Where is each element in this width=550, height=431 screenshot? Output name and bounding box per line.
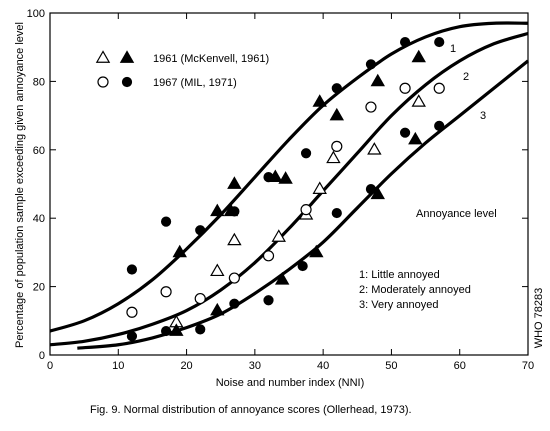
filled-triangle-point: [274, 272, 290, 285]
curve-label-2: 2: [463, 71, 469, 83]
curve-2: [49, 31, 529, 347]
open-circle-point: [365, 101, 377, 113]
filled-circle-point: [297, 260, 308, 272]
open-circle-point: [160, 286, 172, 298]
open-circle-point: [331, 140, 343, 152]
filled-triangle-point: [210, 302, 225, 316]
legend-filled-triangle: [119, 50, 135, 63]
y-axis-label: Percentage of population sample exceedin…: [14, 22, 26, 348]
open-circle-point: [126, 306, 138, 318]
annoyance-level-1: 1: Little annoyed: [359, 269, 440, 281]
annotations: Annoyance level 1: Little annoyed 2: Moder…: [359, 208, 497, 311]
x-axis-label: Noise and number index (NNI): [216, 377, 365, 389]
filled-circle-point: [263, 295, 274, 306]
y-tick-label: 40: [33, 213, 45, 225]
figure-caption: Fig. 9. Normal distribution of annoyance…: [90, 404, 412, 416]
open-triangle-point: [271, 229, 286, 242]
open-circle-point: [399, 82, 411, 94]
y-tick-label: 0: [39, 350, 45, 362]
filled-circle-point: [160, 325, 172, 337]
filled-circle-point: [399, 36, 411, 48]
legend: 1961 (McKenvell, 1961) 1967 (MIL, 1971): [95, 50, 269, 89]
x-tick-label: 70: [522, 360, 534, 372]
filled-circle-point: [434, 36, 445, 48]
open-triangle-point: [227, 232, 242, 246]
filled-triangle-point: [169, 323, 184, 336]
filled-circle-point: [263, 172, 274, 183]
filled-circle-point: [331, 83, 342, 94]
y-tick-label: 60: [33, 145, 45, 157]
open-circle-point: [228, 272, 240, 284]
legend-filled-circle: [121, 76, 133, 88]
x-tick-label: 30: [249, 360, 261, 372]
filled-circle-point: [195, 225, 206, 236]
annoyance-level-3: 3: Very annoyed: [359, 299, 439, 311]
filled-circle-point: [195, 324, 206, 335]
filled-circle-point: [160, 216, 172, 227]
filled-triangle-point: [172, 244, 187, 258]
plot-frame: [49, 12, 529, 356]
filled-circle-point: [229, 298, 240, 309]
filled-triangle-point: [227, 176, 242, 189]
filled-triangle-point: [309, 244, 324, 258]
side-label: WHO 78283: [533, 288, 545, 349]
filled-triangle-point: [278, 171, 293, 184]
filled-triangle-point: [370, 186, 385, 200]
filled-triangle-point: [312, 94, 327, 107]
filled-triangle-point: [370, 73, 385, 87]
filled-triangle-point: [329, 107, 345, 121]
legend-open-triangle: [95, 50, 111, 63]
y-tick-label: 20: [33, 282, 45, 294]
open-triangle-point: [411, 94, 426, 107]
legend-label: 1967 (MIL, 1971): [153, 77, 237, 89]
filled-triangle-point: [408, 131, 423, 145]
x-tick-label: 0: [47, 360, 53, 372]
open-triangle-point: [312, 181, 327, 194]
filled-circle-point: [300, 148, 312, 159]
filled-circle-point: [126, 264, 138, 275]
x-tick-label: 10: [112, 360, 124, 372]
open-triangle-point: [210, 263, 225, 277]
legend-label: 1961 (McKenvell, 1961): [153, 53, 269, 65]
x-tick-label: 20: [180, 360, 192, 372]
filled-triangle-point: [411, 49, 426, 63]
curve-1: [49, 21, 529, 333]
open-circle-point: [433, 82, 445, 94]
filled-triangle-point: [210, 203, 225, 217]
y-tick-label: 80: [33, 76, 45, 88]
open-circle-point: [300, 204, 312, 216]
legend-open-circle: [97, 76, 109, 88]
open-circle-point: [262, 250, 275, 262]
filled-circle-point: [126, 331, 138, 342]
filled-circle-point: [229, 206, 240, 217]
x-tick-label: 60: [454, 360, 466, 372]
open-triangle-point: [326, 150, 341, 164]
filled-circle-point: [365, 184, 377, 195]
filled-circle-point: [434, 120, 445, 131]
filled-circle-point: [399, 127, 411, 138]
annoyance-level-2: 2: Moderately annoyed: [359, 284, 471, 296]
filled-circle-point: [365, 59, 377, 70]
y-tick-label: 100: [27, 8, 45, 20]
annoyance-level-title: Annoyance level: [416, 208, 497, 220]
open-circle-point: [194, 292, 206, 305]
curve-label-1: 1: [450, 43, 456, 55]
open-triangle-point: [367, 142, 382, 155]
x-tick-label: 40: [317, 360, 329, 372]
curve-3: [77, 59, 530, 350]
x-tick-label: 50: [385, 360, 397, 372]
curve-label-3: 3: [480, 110, 486, 122]
filled-circle-point: [331, 207, 342, 219]
